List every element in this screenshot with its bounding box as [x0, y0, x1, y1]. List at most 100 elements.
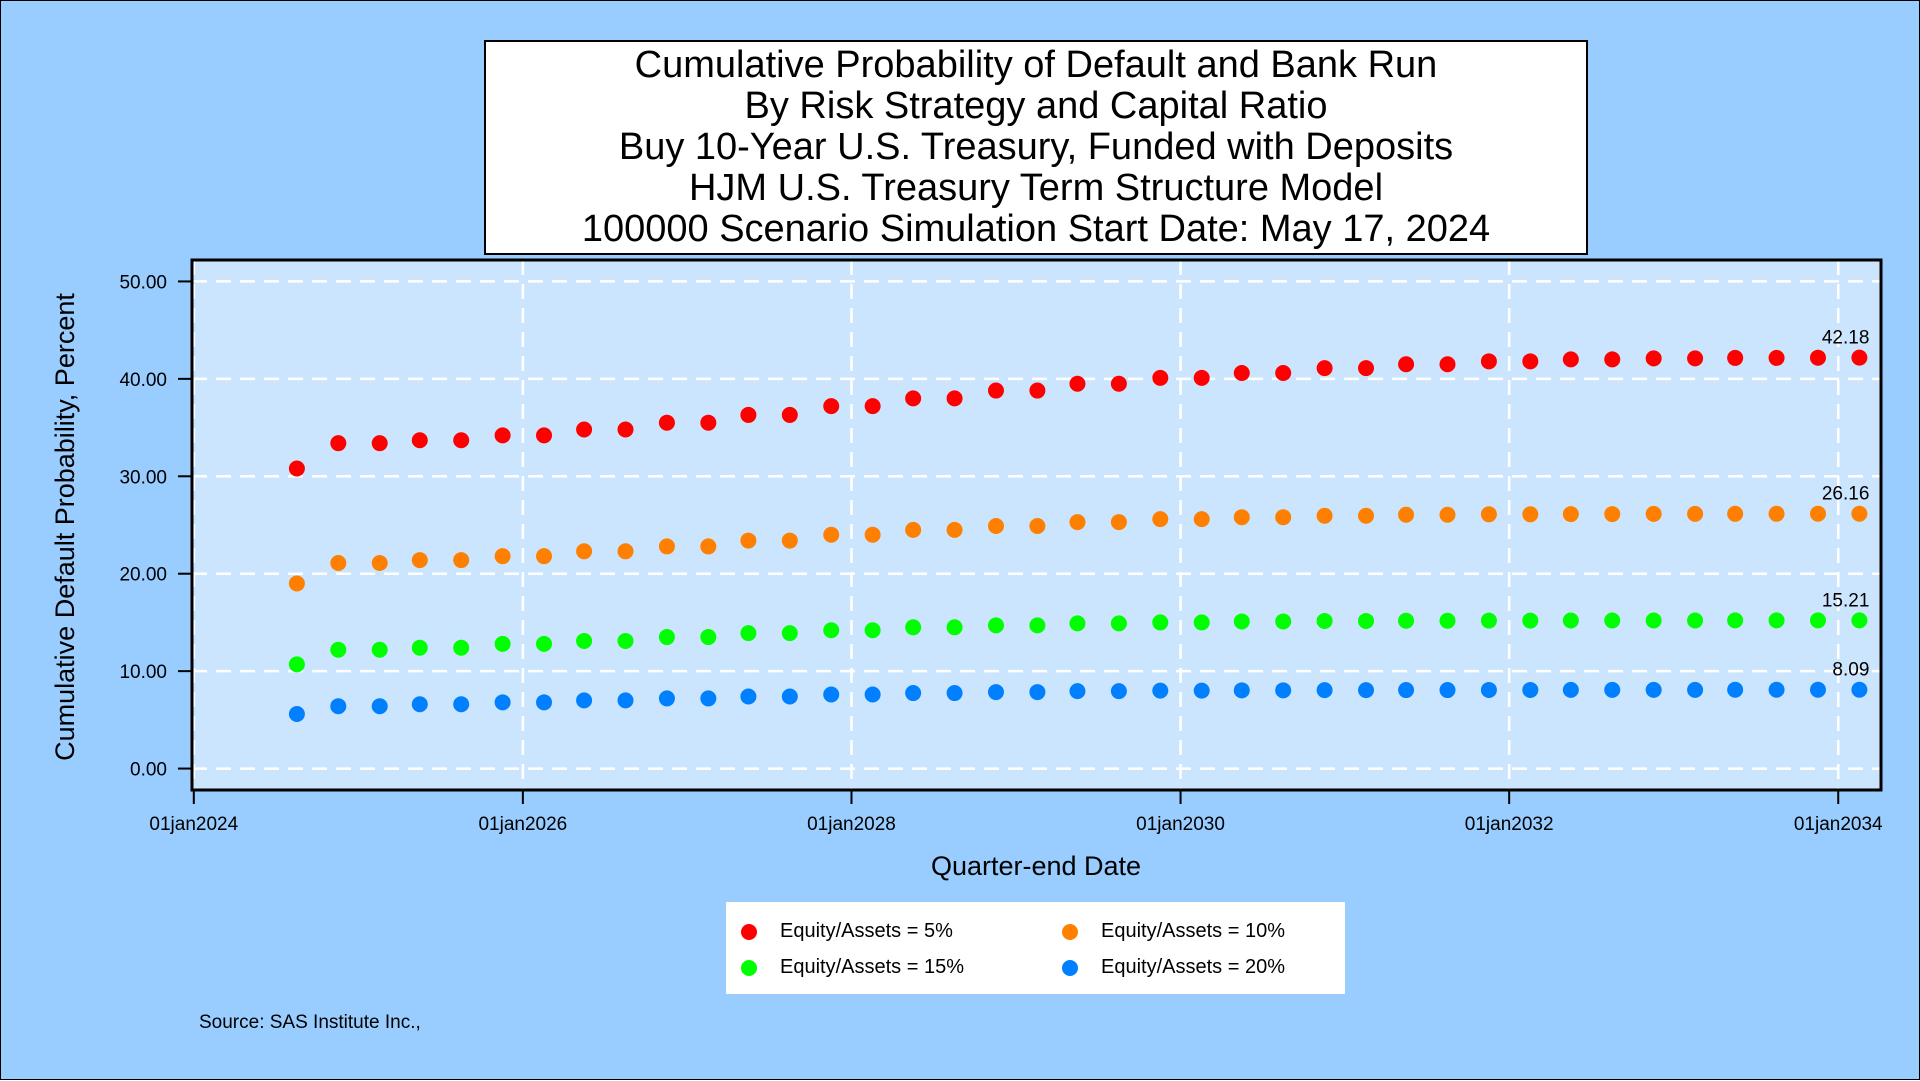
data-point: [1809, 612, 1826, 629]
data-point: [453, 639, 470, 656]
data-point: [288, 460, 305, 477]
data-point: [288, 575, 305, 592]
data-point: [1316, 360, 1333, 377]
y-tick-label: 0.00: [130, 760, 167, 781]
data-point: [1069, 375, 1086, 392]
data-point: [1480, 353, 1497, 370]
y-tick-label: 50.00: [119, 272, 167, 293]
data-point: [987, 684, 1004, 701]
data-point: [1193, 682, 1210, 699]
data-point: [1439, 612, 1456, 629]
data-point: [1193, 511, 1210, 528]
data-point: [1110, 514, 1127, 531]
legend-marker-5pct: [741, 923, 757, 940]
data-point: [371, 641, 388, 658]
data-point: [1851, 681, 1868, 698]
data-point: [1727, 612, 1744, 629]
data-point: [1687, 350, 1704, 367]
data-point: [1851, 612, 1868, 629]
data-point: [494, 635, 511, 652]
data-point: [1233, 682, 1250, 699]
data-point: [1152, 682, 1169, 699]
data-point: [1358, 360, 1375, 377]
data-point: [576, 632, 593, 649]
data-point: [288, 656, 305, 673]
data-point: [1645, 681, 1662, 698]
data-point: [946, 619, 963, 636]
data-point: [1604, 351, 1621, 368]
data-point: [536, 548, 553, 565]
data-point: [1233, 509, 1250, 526]
data-point: [946, 390, 963, 407]
data-point: [617, 543, 634, 560]
data-point: [1398, 356, 1415, 373]
data-point: [1768, 349, 1785, 366]
data-point: [1358, 612, 1375, 629]
legend-item-5pct: Equity/Assets = 5%: [741, 920, 953, 943]
data-point: [1398, 612, 1415, 629]
data-point: [1480, 612, 1497, 629]
data-point: [1851, 505, 1868, 522]
data-point: [864, 686, 881, 703]
legend-marker-15pct: [741, 959, 757, 976]
data-point: [330, 641, 347, 658]
data-point: [1029, 617, 1046, 634]
data-point: [1727, 505, 1744, 522]
data-point: [740, 688, 757, 705]
data-point: [617, 692, 634, 709]
x-tick-label: 01jan2034: [1794, 814, 1883, 835]
data-point: [823, 622, 840, 639]
y-axis-title: Cumulative Default Probability, Percent: [50, 293, 80, 761]
data-point: [330, 435, 347, 452]
data-point: [1768, 681, 1785, 698]
x-tick-label: 01jan2024: [149, 814, 238, 835]
data-point: [617, 421, 634, 438]
data-point: [1687, 505, 1704, 522]
data-point: [658, 538, 675, 555]
legend-label-15pct: Equity/Assets = 15%: [780, 956, 964, 978]
data-point: [1069, 514, 1086, 531]
legend-item-15pct: Equity/Assets = 15%: [741, 956, 964, 979]
data-point: [1604, 681, 1621, 698]
chart-title-box: Cumulative Probability of Default and Ba…: [484, 40, 1588, 255]
end-value-label: 26.16: [1822, 484, 1870, 505]
data-point: [905, 685, 922, 702]
chart-title-line-4: HJM U.S. Treasury Term Structure Model: [688, 167, 1384, 209]
data-point: [1562, 351, 1579, 368]
data-point: [411, 432, 428, 449]
data-point: [1193, 614, 1210, 631]
legend: Equity/Assets = 5% Equity/Assets = 10% E…: [726, 902, 1345, 994]
data-point: [864, 622, 881, 639]
data-point: [1029, 684, 1046, 701]
series-2: 26.16: [288, 484, 1870, 592]
data-point: [1069, 615, 1086, 632]
x-axis-title: Quarter-end Date: [931, 851, 1141, 881]
data-point: [1275, 613, 1292, 630]
legend-item-10pct: Equity/Assets = 10%: [1062, 920, 1285, 943]
data-point: [658, 629, 675, 646]
data-point: [1727, 349, 1744, 366]
data-point: [1522, 506, 1539, 523]
legend-item-20pct: Equity/Assets = 20%: [1062, 956, 1285, 979]
data-point: [1275, 365, 1292, 382]
data-point: [946, 685, 963, 702]
data-point: [453, 552, 470, 569]
data-point: [1809, 681, 1826, 698]
data-point: [700, 538, 717, 555]
gridlines: [192, 260, 1881, 790]
data-point: [1275, 509, 1292, 526]
data-point: [1522, 353, 1539, 370]
data-point: [1029, 517, 1046, 534]
data-point: [1398, 682, 1415, 699]
data-point: [946, 521, 963, 538]
data-point: [740, 625, 757, 642]
data-point: [1439, 682, 1456, 699]
x-tick-label: 01jan2030: [1136, 814, 1225, 835]
data-point: [1604, 612, 1621, 629]
legend-marker-20pct: [1062, 959, 1078, 976]
data-point: [905, 521, 922, 538]
end-value-label: 42.18: [1822, 328, 1870, 349]
data-point: [1358, 507, 1375, 524]
y-tick-label: 40.00: [119, 370, 167, 391]
